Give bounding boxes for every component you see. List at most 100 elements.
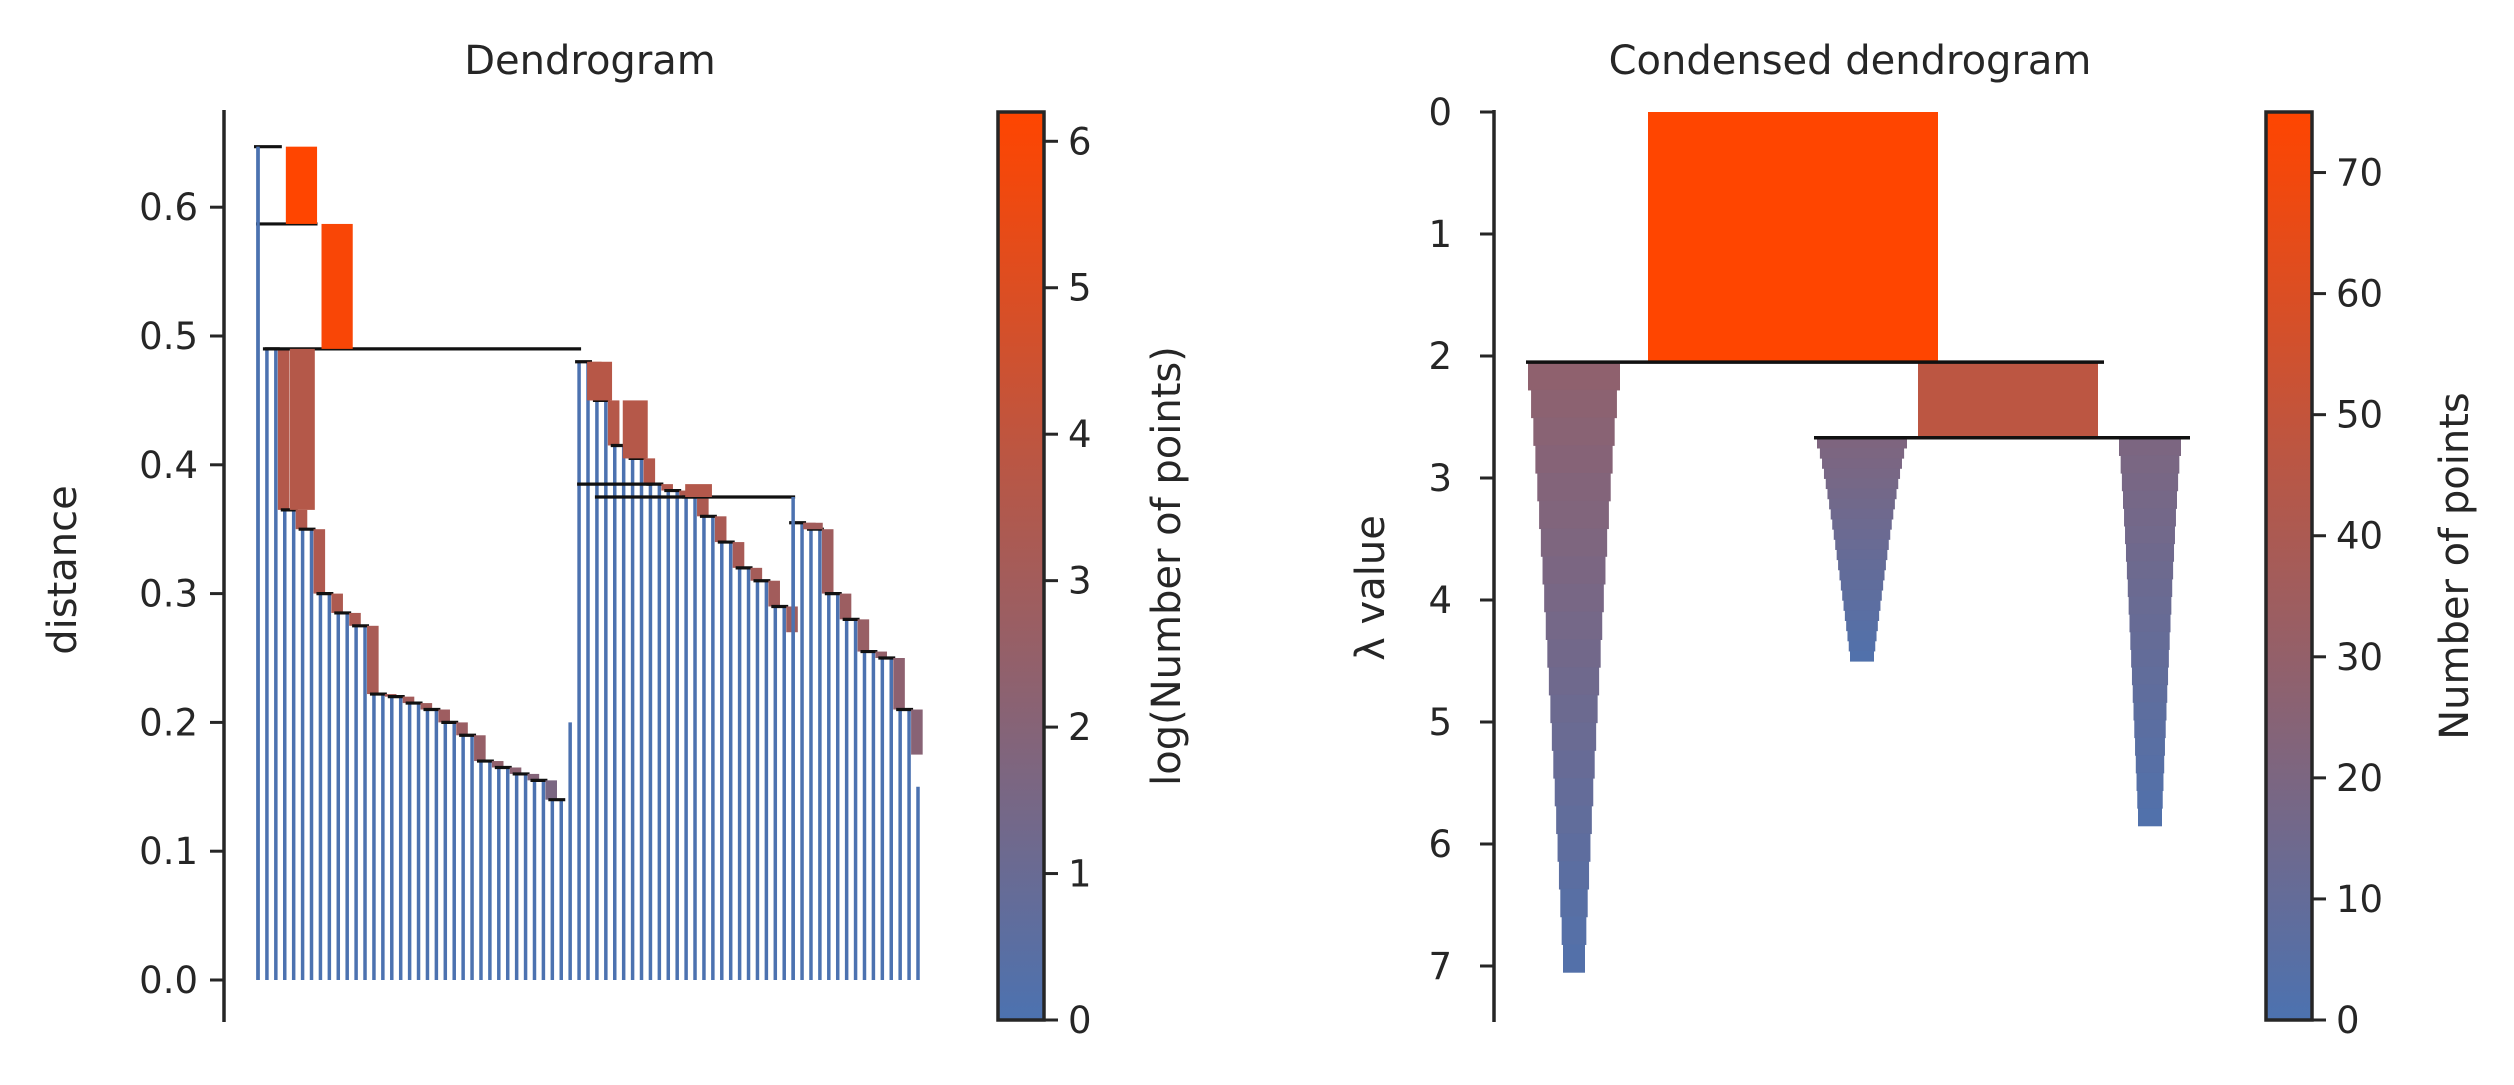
dendrogram-title: Dendrogram — [464, 38, 716, 84]
condensed-dendrogram-panel: Condensed dendrogram λ value 0 1 2 3 4 5 6 7 — [1348, 38, 2190, 1022]
dendrogram-colorbar-tick-label: 1 — [1068, 853, 1092, 896]
condensed-cluster-right-segment — [2136, 772, 2164, 792]
condensed-cluster-left-segment — [1551, 722, 1597, 751]
dendrogram-cluster-band — [420, 703, 433, 710]
condensed-cluster-left-segment — [1528, 362, 1620, 391]
condensed-cluster-right-segment — [2134, 719, 2166, 739]
condensed-cluster-left-segment — [1554, 778, 1594, 807]
condensed-colorbar-tick-label: 20 — [2336, 757, 2383, 800]
condensed-cluster-left-segment — [1545, 611, 1603, 640]
condensed-cluster-right-segment — [2125, 525, 2175, 545]
condensed-ytick-label: 4 — [1428, 579, 1452, 622]
dendrogram-cluster-band — [714, 516, 727, 543]
condensed-cluster-mid-right — [1918, 362, 2098, 438]
dendrogram-cluster-band — [750, 567, 763, 581]
dendrogram-cluster-band — [803, 522, 823, 530]
condensed-cluster-middle-segment — [1833, 529, 1891, 540]
dendrogram-colorbar: 0 1 2 3 4 5 6 log(Number of points) — [996, 110, 1190, 1042]
condensed-ytick-label: 3 — [1428, 457, 1452, 500]
condensed-cluster-right-segment — [2125, 543, 2175, 562]
condensed-cluster-left-segment — [1544, 583, 1604, 613]
dendrogram-colorbar-tick-label: 5 — [1068, 267, 1092, 310]
condensed-colorbar-gradient — [2264, 110, 2314, 1022]
condensed-ytick-label: 1 — [1428, 213, 1452, 256]
condensed-cluster-left-segment — [1556, 805, 1592, 835]
dendrogram-cluster-band — [685, 484, 712, 497]
condensed-colorbar-tick-label: 50 — [2336, 394, 2383, 437]
dendrogram-cluster-band — [839, 593, 852, 620]
condensed-cluster-right-segment — [2128, 596, 2172, 615]
condensed-cluster-root — [1648, 112, 1938, 363]
condensed-cluster-middle-segment — [1838, 559, 1886, 571]
dendrogram-cluster-band — [313, 529, 326, 594]
dendrogram-colorbar-tick-label: 4 — [1068, 413, 1092, 456]
dendrogram-colorbar-gradient — [996, 110, 1046, 1022]
dendrogram-ytick-label: 0.2 — [139, 701, 198, 744]
condensed-cluster-right-segment — [2123, 490, 2177, 509]
condensed-cluster-right-segment — [2135, 755, 2165, 774]
condensed-cluster-middle-segment — [1847, 630, 1877, 642]
condensed-colorbar-tick-label: 30 — [2336, 636, 2383, 679]
condensed-cluster-left-segment — [1531, 389, 1617, 419]
condensed-clusters — [1526, 112, 2190, 973]
condensed-ytick-label: 0 — [1428, 91, 1452, 134]
condensed-cluster-middle-segment — [1817, 437, 1907, 449]
condensed-cluster-middle-segment — [1836, 549, 1888, 561]
dendrogram-cluster-band — [474, 735, 486, 762]
dendrogram-cluster-band — [875, 651, 887, 658]
condensed-cluster-middle-segment — [1819, 447, 1905, 459]
dendrogram-cluster-band — [321, 223, 353, 349]
dendrogram-cluster-band — [622, 400, 648, 459]
dendrogram-colorbar-label: log(Number of points) — [1144, 346, 1190, 786]
dendrogram-cluster-band — [367, 625, 379, 695]
condensed-cluster-right-segment — [2138, 808, 2162, 827]
dendrogram-cluster-band — [349, 612, 361, 626]
dendrogram-colorbar-tick-label: 2 — [1068, 706, 1092, 749]
condensed-cluster-middle-segment — [1850, 650, 1874, 662]
condensed-cluster-middle-segment — [1840, 579, 1884, 591]
condensed-colorbar: 0 10 20 30 40 50 60 70 Number of points — [2264, 110, 2478, 1042]
dendrogram-cluster-band — [768, 580, 780, 607]
dendrogram-colorbar-tick-label: 0 — [1068, 999, 1092, 1042]
condensed-colorbar-tick-label: 40 — [2336, 515, 2383, 558]
dendrogram-panel: Dendrogram distance 0.00.10.20.30.40.50.… — [40, 38, 923, 1022]
condensed-cluster-left-segment — [1557, 833, 1591, 862]
dendrogram-cluster-band — [331, 593, 343, 613]
condensed-cluster-middle-segment — [1830, 508, 1894, 520]
dendrogram-colorbar-ticks: 0 1 2 3 4 5 6 — [1044, 120, 1092, 1042]
condensed-cluster-middle-segment — [1825, 478, 1899, 490]
condensed-cluster-middle-segment — [1846, 620, 1878, 632]
dendrogram-cluster-band — [587, 361, 613, 401]
condensed-ytick-label: 5 — [1428, 701, 1452, 744]
condensed-colorbar-tick-label: 10 — [2336, 878, 2383, 921]
dendrogram-ylabel: distance — [40, 485, 86, 655]
dendrogram-cluster-band — [857, 619, 870, 652]
dendrogram-cluster-band — [527, 773, 540, 781]
condensed-cluster-right-segment — [2133, 702, 2167, 721]
dendrogram-cluster-band — [509, 767, 522, 774]
dendrogram-ytick-label: 0.3 — [139, 573, 198, 616]
condensed-cluster-right-segment — [2121, 473, 2179, 492]
condensed-cluster-left-segment — [1560, 888, 1588, 918]
condensed-cluster-middle-segment — [1843, 600, 1881, 611]
dendrogram-cluster-band — [821, 529, 834, 594]
condensed-colorbar-tick-label: 60 — [2336, 273, 2383, 316]
dendrogram-colorbar-tick-label: 6 — [1068, 120, 1092, 163]
condensed-cluster-right-segment — [2127, 578, 2173, 598]
condensed-cluster-right-segment — [2135, 737, 2165, 756]
condensed-cluster-middle-segment — [1842, 589, 1882, 601]
condensed-cluster-left-segment — [1553, 750, 1595, 779]
condensed-cluster-left-segment — [1548, 667, 1600, 696]
dendrogram-cluster-band — [911, 709, 923, 755]
condensed-cluster-right-segment — [2129, 614, 2171, 633]
dendrogram-ytick-label: 0.4 — [139, 444, 198, 487]
dendrogram-leaves — [256, 146, 920, 980]
dendrogram-cluster-band — [289, 348, 315, 510]
condensed-cluster-right-segment — [2124, 508, 2176, 527]
condensed-cluster-middle-segment — [1832, 518, 1892, 530]
condensed-ytick-label: 2 — [1428, 335, 1452, 378]
condensed-cluster-right-segment — [2131, 666, 2169, 686]
condensed-ylabel: λ value — [1348, 515, 1394, 661]
dendrogram-cluster-band — [679, 490, 691, 497]
